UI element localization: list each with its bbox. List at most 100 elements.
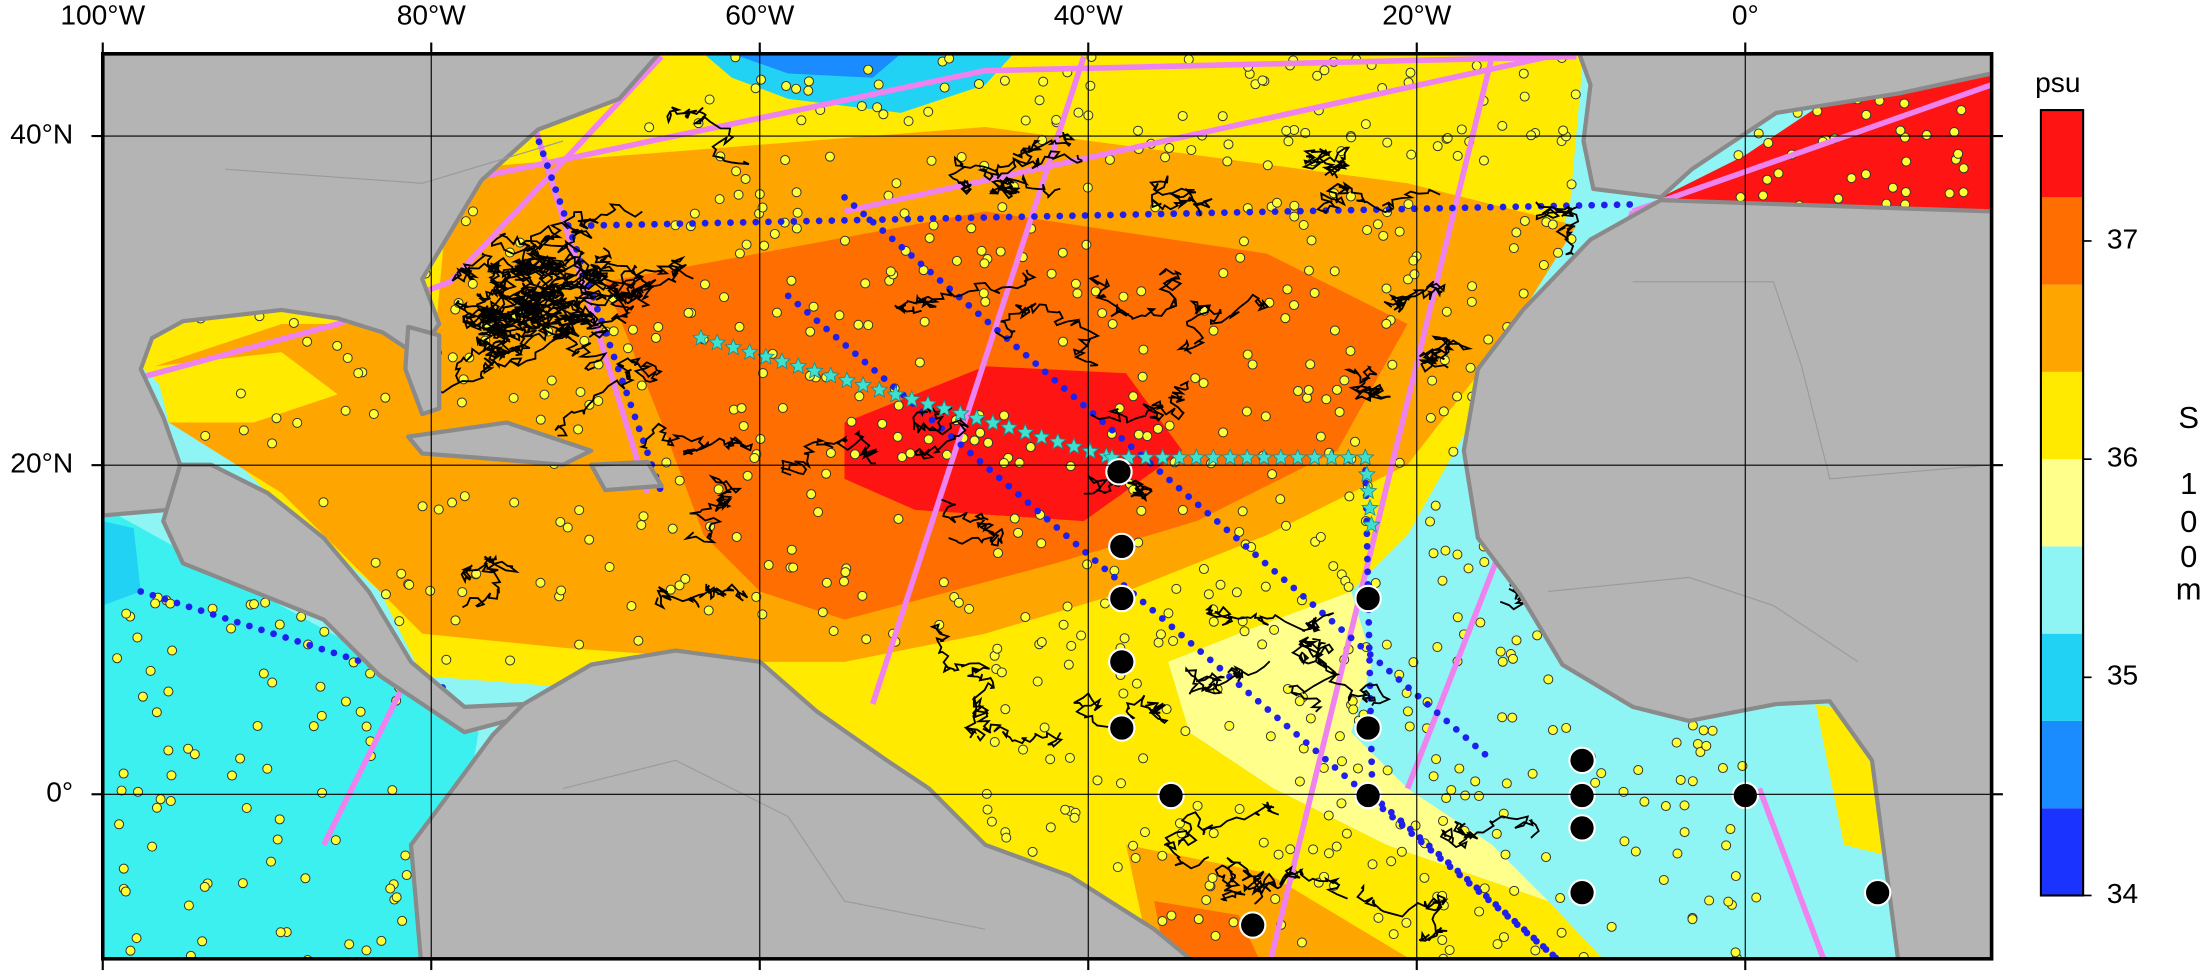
float-profile — [1081, 239, 1092, 250]
float-profile — [1128, 391, 1139, 402]
float-profile — [1519, 91, 1530, 102]
xbt-point — [689, 220, 696, 227]
float-profile — [147, 841, 158, 852]
float-profile — [238, 425, 249, 436]
lon-tick-label: 40°W — [1054, 0, 1124, 31]
float-profile — [860, 278, 871, 289]
lon-tick-label: 20°W — [1382, 0, 1452, 31]
float-profile — [1020, 612, 1031, 623]
float-profile — [999, 75, 1010, 86]
float-profile — [834, 310, 845, 321]
float-profile — [1334, 406, 1345, 417]
float-profile — [749, 453, 760, 464]
float-profile — [340, 405, 351, 416]
float-profile — [1438, 406, 1449, 417]
float-profile — [1164, 420, 1175, 431]
float-profile — [680, 573, 691, 584]
float-profile — [1063, 659, 1074, 670]
float-profile — [1332, 384, 1343, 395]
xbt-point — [1166, 476, 1173, 484]
float-profile — [272, 834, 283, 845]
drifter-track — [530, 255, 686, 314]
float-profile — [1289, 300, 1300, 311]
xbt-point — [1158, 615, 1166, 622]
float-profile — [1441, 793, 1452, 804]
float-profile — [1431, 754, 1442, 765]
float-profile — [975, 427, 986, 438]
float-profile — [539, 389, 550, 400]
float-profile — [877, 418, 888, 429]
xbt-point — [1482, 892, 1490, 900]
float-profile — [1242, 349, 1253, 360]
ship-track — [869, 55, 1087, 705]
float-profile — [1425, 412, 1436, 423]
float-profile — [1133, 429, 1144, 440]
float-profile — [714, 194, 725, 205]
xbt-point — [606, 341, 614, 349]
glider-star — [1170, 448, 1189, 466]
xbt-point — [880, 375, 888, 382]
float-profile — [757, 609, 768, 620]
xbt-point — [1271, 568, 1279, 575]
drifter-track — [422, 339, 506, 394]
float-profile — [1013, 527, 1024, 538]
xbt-point — [556, 198, 564, 205]
drifter-track — [683, 474, 743, 544]
xbt-point — [1411, 205, 1418, 213]
drifter-track — [1073, 691, 1169, 728]
float-profile — [1671, 737, 1682, 748]
float-profile — [237, 878, 248, 889]
xbt-point — [1571, 971, 1578, 976]
ship-track — [321, 674, 411, 847]
xbt-point — [1118, 435, 1126, 442]
glider-star — [1322, 448, 1341, 466]
xbt-point — [560, 210, 568, 217]
float-profile — [983, 437, 994, 448]
float-profile — [805, 326, 816, 337]
float-profile — [905, 448, 916, 459]
glider-star — [983, 413, 1002, 431]
float-profile — [555, 516, 566, 527]
glider-star — [902, 389, 921, 408]
float-profile — [1441, 306, 1452, 317]
float-profile — [1014, 457, 1025, 468]
float-profile — [1300, 127, 1311, 138]
float-profile — [457, 587, 468, 598]
drifter-track — [1185, 660, 1271, 695]
xbt-point — [294, 638, 302, 645]
drifter-track — [1176, 293, 1270, 355]
xbt-point — [1433, 709, 1441, 717]
float-profile — [939, 82, 950, 93]
xbt-point — [221, 614, 229, 622]
float-profile — [319, 626, 330, 637]
xbt-point — [967, 449, 974, 457]
xbt-point — [1338, 626, 1345, 633]
float-profile — [1348, 704, 1359, 715]
xbt-point — [600, 221, 608, 229]
float-profile — [1526, 130, 1537, 141]
xbt-point — [1034, 507, 1042, 515]
float-profile — [923, 106, 934, 117]
xbt-point — [957, 441, 965, 449]
xbt-point — [1108, 426, 1116, 434]
float-profile — [1210, 930, 1221, 941]
float-profile — [1763, 137, 1774, 148]
drifter-track — [1535, 201, 1580, 261]
xbt-point — [246, 622, 253, 630]
float-profile — [734, 248, 745, 259]
float-profile — [989, 736, 1000, 747]
xbt-point — [1005, 482, 1013, 490]
colorbar-band — [2040, 284, 2084, 372]
xbt-point — [823, 325, 830, 333]
float-profile — [1293, 386, 1304, 397]
float-profile — [1341, 828, 1352, 839]
float-profile — [1136, 505, 1147, 516]
float-profile — [340, 696, 351, 707]
float-profile — [370, 557, 381, 568]
float-profile — [1217, 111, 1228, 122]
float-profile — [353, 368, 364, 379]
xbt-point — [1322, 755, 1329, 763]
float-profile — [163, 686, 174, 697]
float-profile — [300, 873, 311, 884]
